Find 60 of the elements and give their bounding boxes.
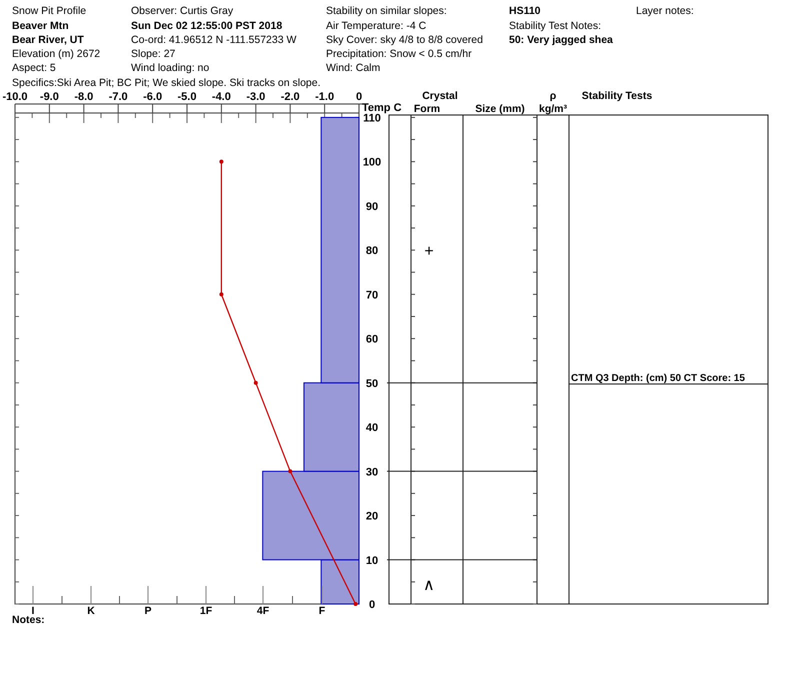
y-tick-label: 50: [366, 378, 378, 390]
text: Co-ord: 41.96512 N -111.557233 W: [131, 34, 296, 46]
text: +: [424, 243, 434, 260]
text: Bear River, UT: [12, 34, 84, 46]
y-tick-label: 90: [366, 200, 378, 213]
y-tick-label: 80: [366, 245, 378, 258]
text: HS110: [509, 5, 541, 17]
text: Notes:: [12, 614, 45, 626]
text: Form: [414, 103, 440, 115]
x-tick-label: -1.0: [315, 91, 334, 103]
text: P: [144, 605, 152, 617]
x-tick-label: 0: [356, 91, 362, 103]
text: ρ: [550, 90, 557, 102]
x-tick-label: -10.0: [2, 91, 28, 103]
text: 4F: [256, 605, 270, 617]
text: Sky Cover: sky 4/8 to 8/8 covered: [326, 34, 484, 46]
x-tick-label: -9.0: [40, 91, 59, 103]
text: Crystal: [422, 90, 458, 102]
x-tick-label: -5.0: [178, 91, 196, 103]
y-tick-label: 110: [363, 112, 381, 124]
y-tick-label: 0: [368, 599, 376, 611]
y-tick-label: 20: [366, 510, 378, 523]
text: Snow Pit Profile: [12, 5, 86, 17]
text: 1F: [200, 605, 213, 617]
text: Wind: Calm: [326, 62, 381, 74]
text: Layer notes:: [636, 5, 694, 17]
text: ∧: [423, 577, 435, 594]
x-axis-title: Temp C: [362, 102, 402, 114]
x-tick-label: -8.0: [74, 91, 94, 103]
text: Stability on similar slopes:: [326, 5, 447, 17]
text: Specifics:Ski Area Pit; BC Pit; We skied slope. Ski tracks on slope.: [12, 77, 321, 89]
text: Stability Tests: [582, 90, 652, 102]
text: Precipitation: Snow < 0.5 cm/hr: [326, 48, 472, 60]
text: 50: Very jagged shea: [509, 34, 614, 46]
x-tick-label: -3.0: [246, 91, 266, 103]
text: Beaver Mtn: [12, 20, 69, 32]
text: Wind loading: no: [131, 62, 210, 74]
text: I: [32, 605, 35, 617]
x-tick-label: -7.0: [108, 91, 128, 103]
text: Stability Test Notes:: [509, 20, 602, 32]
x-tick-label: -2.0: [280, 91, 300, 103]
text: F: [318, 605, 326, 617]
y-tick-label: 100: [362, 156, 382, 169]
text: Slope: 27: [131, 48, 176, 60]
text: Elevation (m) 2672: [12, 48, 100, 60]
text: Size (mm): [475, 103, 525, 115]
text: Observer: Curtis Gray: [131, 5, 234, 17]
text: Aspect: 5: [12, 62, 56, 74]
y-tick-label: 30: [366, 466, 378, 478]
text: Sun Dec 02 12:55:00 PST 2018: [131, 20, 282, 32]
text: CTM Q3 Depth: (cm) 50 CT Score: 15: [571, 373, 746, 384]
x-tick-label: -6.0: [143, 91, 162, 103]
text: Air Temperature: -4 C: [326, 20, 427, 32]
text: kg/m³: [538, 103, 568, 115]
y-tick-label: 10: [366, 554, 378, 567]
y-tick-label: 60: [366, 334, 378, 346]
y-tick-label: 70: [366, 289, 378, 302]
x-tick-label: -4.0: [212, 91, 231, 103]
text: K: [87, 605, 96, 617]
y-tick-label: 40: [366, 422, 378, 434]
